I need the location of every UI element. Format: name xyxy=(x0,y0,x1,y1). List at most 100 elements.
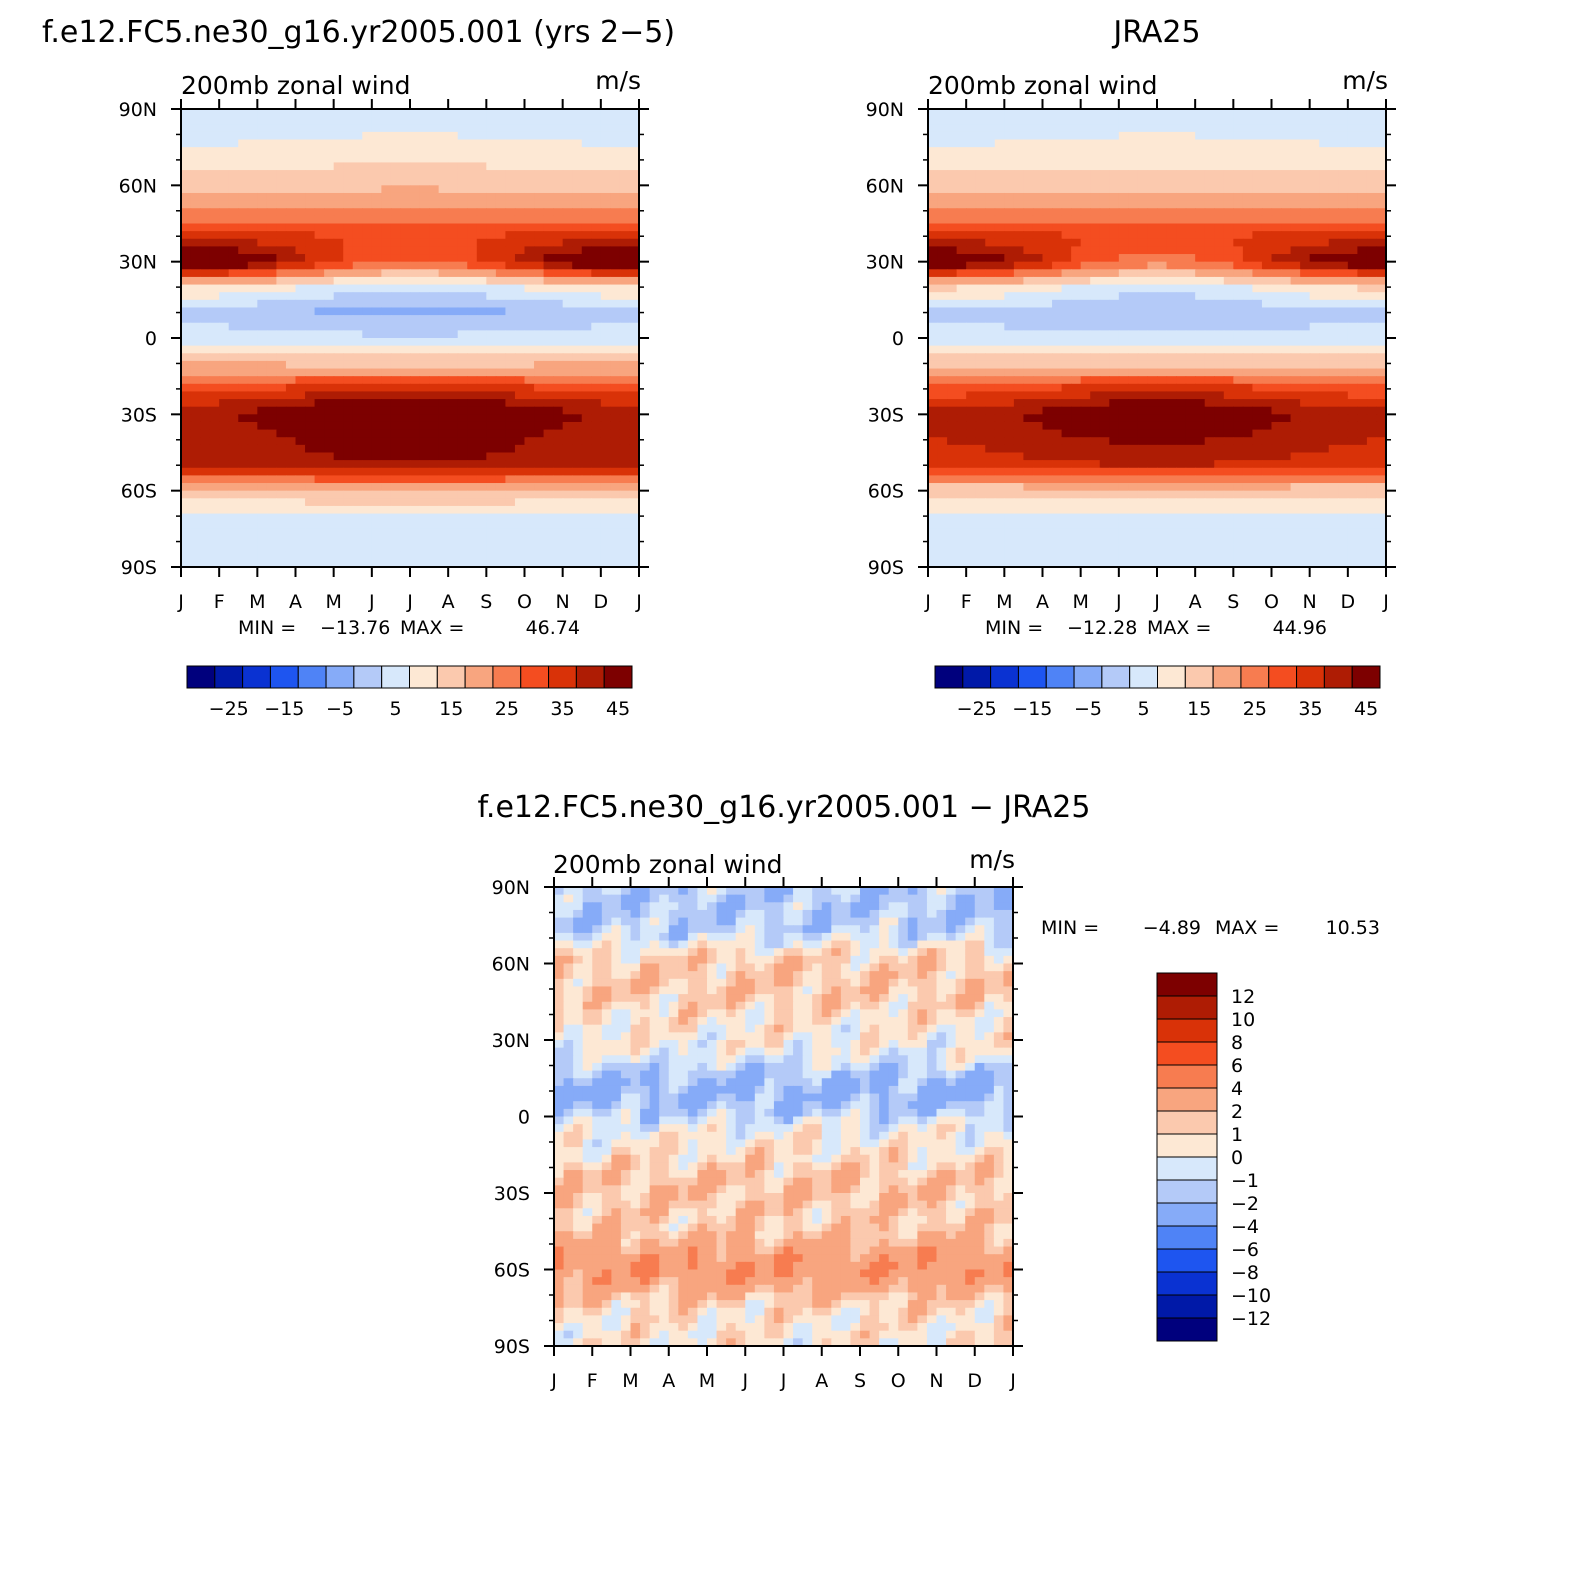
panel-diff-colorbar-swatch xyxy=(1156,1110,1218,1135)
panel-model-colorbar-label: −15 xyxy=(264,698,304,720)
panel-diff-xtick-label: J xyxy=(741,1370,748,1392)
panel-obs-right-label: m/s xyxy=(1342,66,1388,95)
panel-obs-colorbar-swatch xyxy=(1157,665,1186,689)
panel-diff-ytick-label: 60N xyxy=(492,954,530,976)
panel-obs-ytick-label: 60S xyxy=(868,481,904,503)
panel-obs-xtick-label: J xyxy=(1153,591,1160,613)
panel-obs-max-label: MAX = xyxy=(1147,617,1211,639)
panel-diff-colorbar-label: −2 xyxy=(1231,1193,1259,1215)
panel-model-colorbar-label: 5 xyxy=(390,698,402,720)
panel-model-ytick-label: 60N xyxy=(119,175,157,197)
panel-model-max-value: 46.74 xyxy=(526,617,580,639)
panel-obs-ytick-label: 0 xyxy=(892,328,904,350)
panel-diff-colorbar-swatch xyxy=(1156,1018,1218,1043)
panel-diff-xtick-label: J xyxy=(780,1370,787,1392)
panel-diff-xtick-label: F xyxy=(587,1370,598,1392)
panel-obs-min-value: −12.28 xyxy=(1067,617,1137,639)
panel-diff-colorbar-swatch xyxy=(1156,1133,1218,1158)
panel-model-xtick-label: J xyxy=(406,591,413,613)
panel-model-colorbar-label: −5 xyxy=(326,698,354,720)
panel-obs-colorbar-swatch xyxy=(1351,665,1381,689)
panel-obs-ytick-label: 90N xyxy=(866,99,904,121)
panel-obs-colorbar-swatch xyxy=(990,665,1019,689)
panel-diff-ytick-label: 30N xyxy=(492,1030,530,1052)
panel-obs-colorbar-label: 45 xyxy=(1354,698,1378,720)
panel-model-ytick-label: 30S xyxy=(121,404,157,426)
panel-obs-field xyxy=(928,109,1387,568)
panel-diff-colorbar-label: 1 xyxy=(1231,1124,1243,1146)
panel-model-colorbar-label: −25 xyxy=(209,698,249,720)
panel-model-colorbar-swatch xyxy=(409,665,438,689)
panel-obs-xtick-label: M xyxy=(1072,591,1088,613)
panel-diff-colorbar-swatch xyxy=(1156,1317,1218,1342)
panel-model-plot: 90N 60N 30N 0 30S 60S 90S J F M A M J J A S O N D J xyxy=(119,99,649,613)
panel-model-colorbar-swatch xyxy=(186,665,216,689)
panel-model-field xyxy=(181,109,640,568)
panel-obs-colorbar-swatch xyxy=(1212,665,1242,689)
panel-obs-colorbar-label: 15 xyxy=(1187,698,1211,720)
panel-obs-xtick-label: A xyxy=(1189,591,1202,613)
panel-obs-xtick-label: D xyxy=(1341,591,1356,613)
panel-obs-xtick-label: J xyxy=(1382,591,1389,613)
panel-obs-colorbar: −25 −15 −5 5 15 25 35 45 xyxy=(934,665,1381,720)
panel-diff-colorbar-swatch xyxy=(1156,1294,1218,1319)
panel-model-max-label: MAX = xyxy=(400,617,464,639)
panel-model-xtick-label: O xyxy=(517,591,532,613)
panel-obs-xtick-label: O xyxy=(1264,591,1279,613)
panel-diff-ytick-label: 30S xyxy=(494,1183,530,1205)
panel-diff: f.e12.FC5.ne30_g16.yr2005.001 − JRA25 20… xyxy=(478,790,1380,1392)
panel-obs-colorbar-swatch xyxy=(1323,665,1353,689)
panel-model-ytick-label: 90S xyxy=(121,557,157,579)
panel-diff-xtick-label: A xyxy=(662,1370,675,1392)
panel-model-left-label: 200mb zonal wind xyxy=(181,71,410,100)
panel-model-colorbar-swatch xyxy=(325,665,355,689)
panel-obs-colorbar-swatch xyxy=(962,665,992,689)
panel-diff-colorbar-swatch xyxy=(1156,1041,1218,1066)
panel-model-colorbar-swatch xyxy=(436,665,466,689)
panel-diff-ytick-label: 0 xyxy=(518,1107,530,1129)
panel-model-colorbar-swatch xyxy=(492,665,522,689)
panel-diff-colorbar-swatch xyxy=(1156,1248,1218,1273)
panel-obs-title: JRA25 xyxy=(1111,15,1200,50)
panel-model-xtick-label: S xyxy=(480,591,492,613)
panel-diff-title: f.e12.FC5.ne30_g16.yr2005.001 − JRA25 xyxy=(478,790,1091,825)
panel-diff-max-label: MAX = xyxy=(1215,917,1279,939)
panel-model: f.e12.FC5.ne30_g16.yr2005.001 (yrs 2−5) … xyxy=(42,15,675,720)
panel-model-colorbar-swatch xyxy=(297,665,327,689)
panel-diff-colorbar-label: 8 xyxy=(1231,1032,1243,1054)
panel-diff-colorbar-swatch xyxy=(1156,1156,1218,1181)
panel-model-min-value: −13.76 xyxy=(320,617,390,639)
panel-obs-ytick-label: 60N xyxy=(866,175,904,197)
panel-obs-colorbar-swatch xyxy=(1045,665,1075,689)
panel-obs-min-label: MIN = xyxy=(985,617,1043,639)
panel-obs-xtick-label: N xyxy=(1303,591,1317,613)
panel-obs-xtick-label: M xyxy=(996,591,1012,613)
panel-model-xtick-label: N xyxy=(556,591,570,613)
panel-model-ytick-label: 90N xyxy=(119,99,157,121)
panel-diff-colorbar-label: −6 xyxy=(1231,1239,1259,1261)
panel-diff-xtick-label: N xyxy=(929,1370,943,1392)
panel-diff-xtick-label: S xyxy=(854,1370,866,1392)
panel-obs-colorbar-swatch xyxy=(934,665,964,689)
panel-model-colorbar-swatch xyxy=(603,665,633,689)
panel-model-xtick-label: A xyxy=(442,591,455,613)
panel-model-colorbar-swatch xyxy=(575,665,605,689)
panel-model-xtick-label: F xyxy=(214,591,225,613)
panel-diff-max-value: 10.53 xyxy=(1326,917,1380,939)
panel-obs-xtick-label: J xyxy=(924,591,931,613)
panel-obs: JRA25 200mb zonal wind m/s 90N 60N 30N 0 30S… xyxy=(866,15,1396,720)
panel-diff-ytick-label: 60S xyxy=(494,1260,530,1282)
panel-model-ytick-label: 60S xyxy=(121,481,157,503)
panel-obs-colorbar-swatch xyxy=(1184,665,1214,689)
panel-obs-colorbar-label: 35 xyxy=(1298,698,1322,720)
panel-diff-plot: 90N 60N 30N 0 30S 60S 90S J F M A M J J A S O N D J xyxy=(492,877,1023,1392)
panel-diff-colorbar-label: −12 xyxy=(1231,1308,1271,1330)
panel-diff-colorbar-label: 12 xyxy=(1231,986,1255,1008)
panel-model-colorbar: −25 −15 −5 5 15 25 35 45 xyxy=(186,665,633,720)
panel-diff-xtick-label: J xyxy=(1009,1370,1016,1392)
panel-obs-colorbar-swatch xyxy=(1101,665,1131,689)
panel-obs-left-label: 200mb zonal wind xyxy=(928,71,1157,100)
panel-diff-xtick-label: J xyxy=(550,1370,557,1392)
panel-diff-xtick-label: M xyxy=(622,1370,638,1392)
panel-diff-colorbar-label: 0 xyxy=(1231,1147,1243,1169)
